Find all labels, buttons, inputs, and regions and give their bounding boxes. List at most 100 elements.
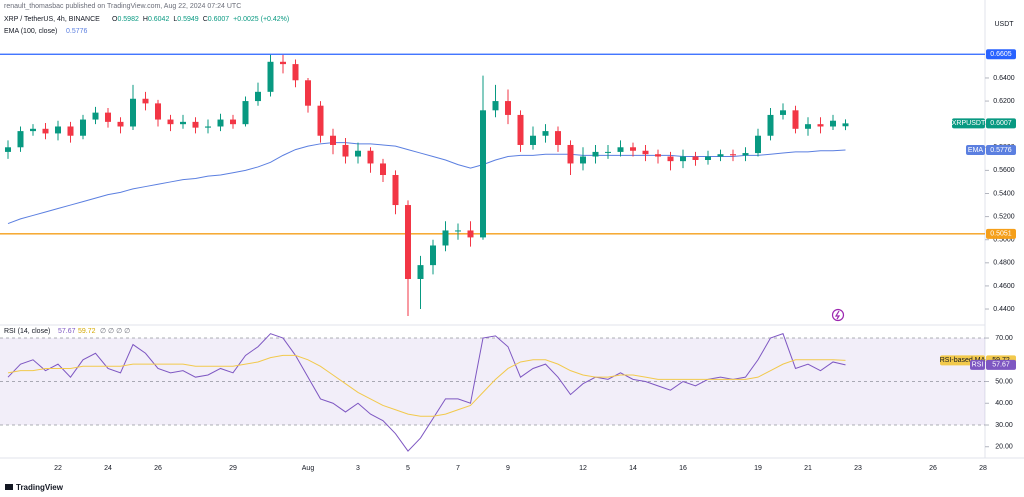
candle-body: [792, 110, 799, 129]
candle-body: [142, 98, 149, 104]
y-tick-label: 0.6200: [993, 98, 1015, 105]
candle-body: [642, 150, 649, 155]
hline-label-box: [986, 49, 1016, 60]
rsi-label-box: [970, 359, 985, 370]
rsi-title: RSI (14, close): [4, 328, 50, 335]
currency: USDT: [994, 21, 1014, 28]
line: [7, 333, 846, 452]
symbol-title: XRP / TetherUS, 4h, BINANCE: [4, 16, 100, 23]
x-tick-label: 28: [979, 465, 987, 472]
candle-body: [180, 121, 186, 125]
candle-body: [242, 101, 249, 125]
y-tick-label: 20.00: [995, 444, 1013, 451]
ohlc-value: 0.5982: [117, 16, 139, 23]
rsi-ma-label: RSI-based MA: [940, 357, 986, 364]
x-tick-label: 9: [506, 465, 510, 472]
brand: TradingView: [16, 483, 64, 492]
x-tick-label: 23: [854, 465, 862, 472]
y-tick-label: 0.4800: [993, 260, 1015, 267]
candle-body: [417, 265, 424, 279]
rsi-value: 57.67: [58, 328, 76, 335]
candle-body: [755, 135, 761, 154]
candle-body: [517, 114, 524, 145]
symbol-label: XRPUSDT: [952, 120, 986, 127]
candle-body: [192, 121, 199, 128]
rsi-price-label-box: [986, 359, 1016, 370]
candle-body: [705, 156, 711, 160]
candle-body: [55, 126, 61, 134]
candle-body: [317, 105, 324, 136]
x-tick-label: 3: [356, 465, 360, 472]
publisher: renault_thomasbac published on TradingVi…: [4, 3, 241, 10]
y-tick-label: 0.5600: [993, 167, 1015, 174]
candle-body: [155, 103, 161, 120]
x-tick-label: 5: [406, 465, 410, 472]
alert-circle[interactable]: [831, 308, 845, 322]
candle-body: [392, 175, 399, 206]
x-tick-label: 14: [629, 465, 637, 472]
y-tick-label: 0.4400: [993, 306, 1015, 313]
candle-body: [667, 156, 674, 162]
x-tick-label: 21: [804, 465, 812, 472]
candle-body: [167, 119, 174, 125]
candle-body: [42, 128, 49, 134]
candle-body: [830, 120, 836, 127]
symbol-label-box: [952, 118, 985, 129]
candle-body: [730, 154, 736, 156]
rsi-ma-value: 59.72: [78, 328, 96, 335]
ema-price-label-box: [986, 145, 1016, 156]
change: +0.0025 (+0.42%): [233, 16, 289, 23]
ema-label: EMA: [968, 147, 984, 154]
ohlc-value: 0.5949: [177, 16, 199, 23]
candle-body: [430, 245, 436, 266]
x-tick-label: 24: [104, 465, 112, 472]
candle-body: [505, 101, 511, 115]
x-tick-label: 12: [579, 465, 587, 472]
candle-body: [330, 135, 336, 145]
candle-body: [530, 135, 536, 145]
candle-body: [442, 230, 449, 246]
y-tick-label: 40.00: [995, 400, 1013, 407]
x-tick-label: 7: [456, 465, 460, 472]
ohlc-letter: C: [203, 16, 208, 23]
x-tick-label: Aug: [302, 465, 315, 472]
candle-body: [255, 91, 261, 102]
hline-label-box: [986, 228, 1016, 239]
candle-body: [630, 147, 636, 151]
candle-body: [305, 80, 311, 106]
candle-body: [605, 151, 611, 153]
candle-body: [355, 150, 361, 157]
ema-price-label: 0.5776: [990, 147, 1012, 154]
y-tick-label: 0.5000: [993, 237, 1015, 244]
candle-body: [780, 110, 786, 115]
candle-body: [117, 121, 124, 127]
logo: TradingView: [5, 483, 64, 492]
candle-body: [767, 114, 774, 136]
candle-body: [817, 124, 824, 127]
candle-body: [617, 147, 624, 152]
line: [7, 354, 846, 417]
candle-body: [380, 163, 386, 176]
candle-body: [805, 124, 811, 129]
alert-icon[interactable]: [831, 308, 845, 322]
candle-body: [230, 119, 236, 125]
alert-bolt[interactable]: [834, 310, 841, 320]
last-price-label: 0.6007: [990, 120, 1012, 127]
ema-label-box: [966, 145, 985, 156]
logo-mark: [5, 484, 13, 490]
candle-body: [342, 144, 349, 157]
ema-value: 0.5776: [66, 28, 88, 35]
candle-body: [717, 154, 724, 157]
candle-body: [680, 156, 686, 162]
candle-body: [467, 230, 474, 238]
ohlc-value: 0.6007: [208, 16, 230, 23]
y-tick-label: 30.00: [995, 422, 1013, 429]
candle-body: [742, 153, 749, 156]
candle-body: [105, 112, 111, 122]
candle-body: [205, 126, 211, 128]
status-line: XRP / TetherUS, 4h, BINANCE EMA (100, cl…: [4, 16, 100, 335]
candle-body: [292, 64, 299, 81]
rsi-extra: ∅ ∅ ∅ ∅: [100, 328, 130, 335]
